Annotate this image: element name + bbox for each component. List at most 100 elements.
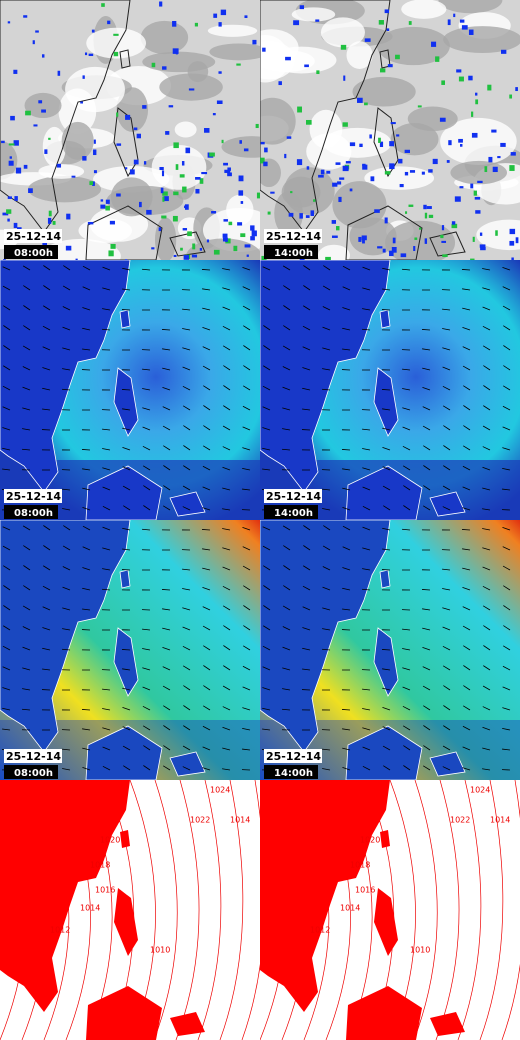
wind-arrow — [122, 466, 131, 471]
wind-arrow — [82, 487, 91, 491]
wind-arrow — [362, 448, 371, 451]
precip — [182, 186, 187, 193]
wind-arrow — [463, 385, 471, 391]
precip — [66, 213, 71, 220]
precip — [396, 134, 400, 137]
wind-arrow — [443, 425, 451, 431]
wind-arrow — [322, 306, 331, 311]
wind-arrow — [242, 385, 251, 391]
wind-arrow — [262, 687, 271, 691]
precip — [93, 170, 97, 174]
wind-arrow — [383, 505, 391, 511]
precip — [398, 158, 403, 164]
precip — [509, 165, 515, 171]
wind-arrow — [202, 346, 211, 351]
wind-arrow — [322, 285, 331, 291]
wind-arrow — [262, 707, 271, 711]
wind-arrow — [243, 605, 251, 611]
wind-arrow — [22, 646, 31, 651]
time-label: 14:00h — [274, 508, 313, 519]
wind-arrow — [182, 568, 191, 571]
precip — [391, 246, 397, 253]
wind-arrow — [243, 365, 251, 371]
precip — [384, 171, 391, 175]
wind-arrow — [323, 525, 331, 531]
precip — [41, 54, 45, 58]
precip — [379, 141, 384, 148]
precip — [173, 254, 177, 257]
cloud — [221, 136, 260, 158]
wind-arrow — [282, 407, 291, 411]
wind-arrow — [482, 605, 491, 611]
wind-arrow — [143, 765, 151, 771]
precip — [362, 164, 368, 170]
precip — [477, 180, 483, 184]
precip — [404, 171, 409, 176]
wind-arrow — [22, 667, 31, 671]
wind-arrow — [263, 605, 271, 611]
precip — [509, 228, 516, 235]
precip — [48, 137, 51, 140]
wind-arrow — [422, 627, 431, 631]
wind-arrow — [22, 407, 31, 411]
precip — [181, 161, 185, 166]
wind-arrow — [143, 745, 151, 751]
wind-arrow — [262, 526, 271, 531]
wind-arrow — [123, 505, 131, 511]
wind-arrow — [281, 708, 291, 711]
wind-arrow — [202, 606, 211, 611]
wind-arrow — [502, 266, 511, 271]
precip — [263, 161, 268, 167]
precip — [233, 245, 238, 252]
wind-arrow — [323, 265, 331, 271]
wind-arrow — [182, 607, 191, 611]
precip — [374, 209, 380, 213]
wind-arrow — [502, 286, 511, 291]
wind-arrow — [102, 727, 111, 731]
wind-arrow — [162, 386, 171, 391]
precip — [479, 244, 486, 248]
precip — [315, 19, 320, 22]
wind-arrow — [2, 427, 11, 431]
precip — [52, 220, 56, 225]
wind-arrow — [403, 505, 411, 511]
cloud — [65, 66, 125, 113]
precip — [500, 142, 506, 147]
wind-arrow — [282, 688, 291, 691]
precip — [3, 259, 6, 260]
precip — [470, 258, 475, 260]
wind-arrow — [262, 285, 271, 291]
wind-arrow — [482, 268, 491, 271]
wind-arrow — [442, 366, 451, 371]
precip — [165, 131, 170, 135]
contour-label: 1020 — [100, 836, 120, 845]
wind-arrow — [22, 366, 31, 371]
wind-arrow — [362, 486, 371, 491]
wind-arrow — [242, 426, 251, 431]
precip — [188, 88, 195, 91]
wind-arrow — [102, 746, 111, 751]
wind-arrow — [183, 465, 191, 471]
date-label: 25-12-14 — [266, 750, 321, 763]
precip — [206, 239, 210, 243]
precip — [441, 240, 447, 243]
wind-arrow — [322, 488, 331, 491]
cloud — [61, 121, 94, 160]
precip — [222, 237, 227, 242]
precip — [453, 13, 456, 18]
wind-arrow — [462, 586, 471, 591]
wind-arrow — [242, 565, 251, 571]
wind-arrow — [282, 345, 291, 351]
wind-arrow — [183, 425, 191, 431]
precip — [42, 241, 48, 247]
precip — [313, 199, 316, 202]
precip — [8, 143, 15, 146]
wind-arrow — [362, 526, 371, 531]
wind-arrow — [322, 508, 331, 511]
precip — [378, 137, 381, 143]
precip — [297, 106, 303, 113]
wind-arrow — [461, 269, 471, 271]
precip — [428, 214, 434, 218]
precip — [223, 162, 229, 166]
wind-arrow — [43, 545, 51, 551]
